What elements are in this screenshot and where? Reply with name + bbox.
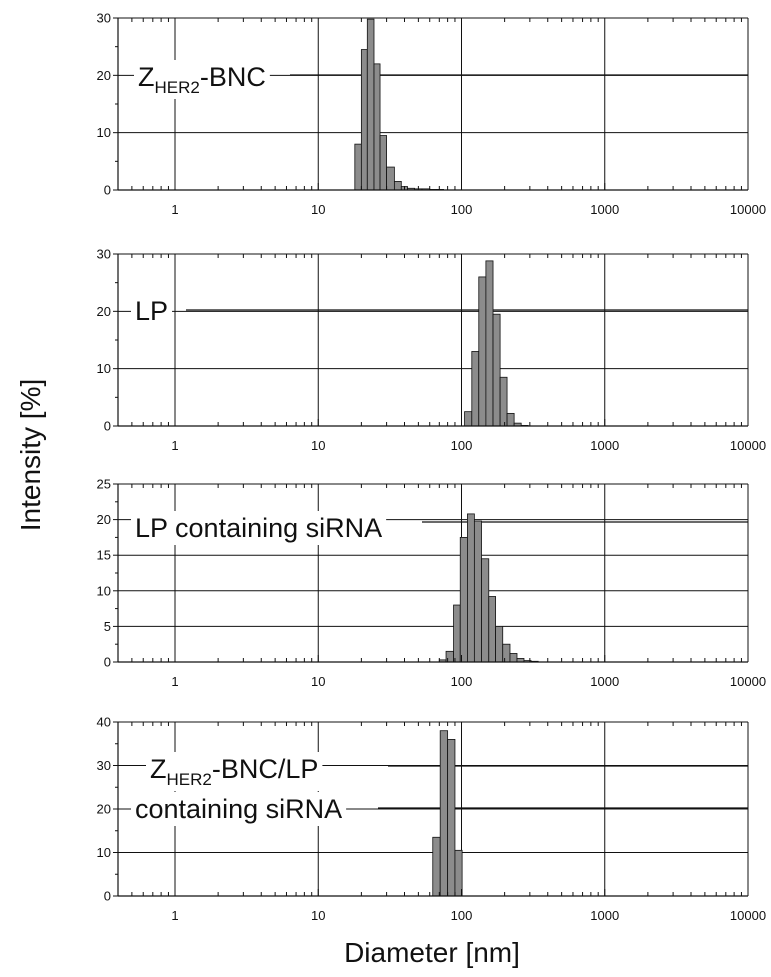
panel-3: 0 5 10 15 20 25 1 10 100 1000 10000 LP containing s…: [97, 477, 767, 690]
label-background: [131, 511, 387, 545]
x-tick-label: 1000: [590, 908, 619, 923]
y-axis-title: Intensity [%]: [15, 379, 46, 532]
x-tick-label: 100: [451, 438, 473, 453]
x-tick-label: 1: [171, 908, 178, 923]
label-segment: LP: [135, 296, 168, 326]
histogram-bar: [459, 537, 468, 663]
label-background: [131, 792, 347, 826]
panel-label: LP containing siRNA: [135, 513, 382, 543]
y-tick-label: 5: [104, 619, 111, 634]
histogram-bar: [354, 143, 362, 191]
histogram-bar: [439, 730, 449, 897]
y-tick-label: 20: [97, 802, 111, 817]
histogram-bar: [379, 135, 388, 191]
histogram-bar: [488, 596, 497, 663]
x-tick-label: 100: [451, 908, 473, 923]
histogram-bar: [481, 558, 490, 663]
histogram-bar: [502, 643, 511, 663]
label-segment: Z: [150, 754, 167, 784]
y-tick-label: 15: [97, 548, 111, 563]
label-subscript: HER2: [155, 78, 200, 97]
label-background: [134, 60, 270, 99]
histogram-bar: [464, 411, 473, 427]
label-segment: -BNC: [200, 62, 266, 92]
histogram-bar: [509, 653, 518, 663]
panel-4: 0 10 20 30 40 1 10 100 1000 10000 ZHER2-BNC/LP cont…: [97, 715, 767, 924]
label-segment: -BNC/LP: [212, 754, 319, 784]
panel-2: 0 10 20 30 1 10 100 1000 10000 LP: [97, 247, 767, 454]
y-tick-label: 0: [104, 419, 111, 434]
y-tick-label: 20: [97, 304, 111, 319]
histogram-bar: [506, 412, 515, 427]
panel-label: LP: [135, 296, 168, 326]
y-tick-label: 10: [97, 845, 111, 860]
x-tick-label: 10: [311, 202, 325, 217]
y-tick-label: 20: [97, 512, 111, 527]
y-tick-label: 30: [97, 247, 111, 262]
panel-label-line2: containing siRNA: [135, 794, 342, 824]
x-tick-label: 1000: [590, 438, 619, 453]
histogram-bar: [453, 604, 461, 663]
x-axis-title: Diameter [nm]: [344, 937, 520, 968]
x-tick-label: 100: [451, 674, 473, 689]
x-tick-label: 10: [311, 674, 325, 689]
y-tick-label: 10: [97, 583, 111, 598]
y-tick-label: 0: [104, 889, 111, 904]
x-tick-label: 1: [171, 202, 178, 217]
label-subscript: HER2: [167, 770, 212, 789]
histogram-bar: [473, 520, 482, 663]
x-tick-label: 1: [171, 438, 178, 453]
y-tick-label: 30: [97, 11, 111, 26]
x-tick-label: 1: [171, 674, 178, 689]
label-background: [131, 294, 173, 328]
y-tick-label: 20: [97, 68, 111, 83]
x-tick-label: 10: [311, 438, 325, 453]
y-tick-label: 30: [97, 758, 111, 773]
y-tick-label: 10: [97, 125, 111, 140]
panel-1: 0 10 20 30 1 10 100 1000 10000 ZHER2-BNC: [97, 11, 767, 218]
histogram-bar: [373, 63, 381, 191]
y-tick-label: 40: [97, 715, 111, 730]
histogram-bar: [360, 49, 368, 191]
label-background: [146, 752, 323, 791]
x-tick-label: 1000: [590, 674, 619, 689]
histogram-bar: [478, 276, 487, 427]
histogram-bar: [499, 376, 508, 427]
x-tick-label: 10000: [730, 438, 766, 453]
x-tick-label: 100: [451, 202, 473, 217]
panel-label: ZHER2-BNC: [138, 62, 266, 97]
label-segment: LP containing siRNA: [135, 513, 382, 543]
histogram-bar: [492, 313, 501, 427]
y-tick-label: 25: [97, 477, 111, 492]
y-tick-label: 0: [104, 183, 111, 198]
x-tick-label: 10000: [730, 908, 766, 923]
histogram-bar: [485, 260, 494, 427]
y-tick-label: 10: [97, 361, 111, 376]
histogram-bar: [432, 836, 441, 897]
histogram-bar: [393, 180, 402, 191]
x-tick-label: 1000: [590, 202, 619, 217]
y-tick-label: 0: [104, 655, 111, 670]
histogram-bar: [386, 166, 395, 191]
label-segment: Z: [138, 62, 155, 92]
histogram-bar: [366, 18, 375, 191]
panel-label: ZHER2-BNC/LP: [150, 754, 318, 789]
histogram-bar: [467, 513, 475, 663]
histogram-bar: [471, 351, 480, 427]
x-tick-label: 10000: [730, 674, 766, 689]
histogram-bar: [447, 739, 456, 897]
label-segment: containing siRNA: [135, 794, 342, 824]
histogram-bar: [495, 626, 504, 663]
x-tick-label: 10: [311, 908, 325, 923]
x-tick-label: 10000: [730, 202, 766, 217]
